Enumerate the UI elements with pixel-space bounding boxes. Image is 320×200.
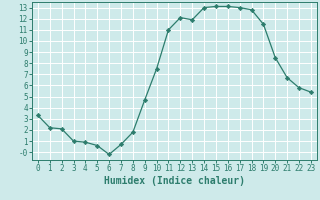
X-axis label: Humidex (Indice chaleur): Humidex (Indice chaleur) <box>104 176 245 186</box>
